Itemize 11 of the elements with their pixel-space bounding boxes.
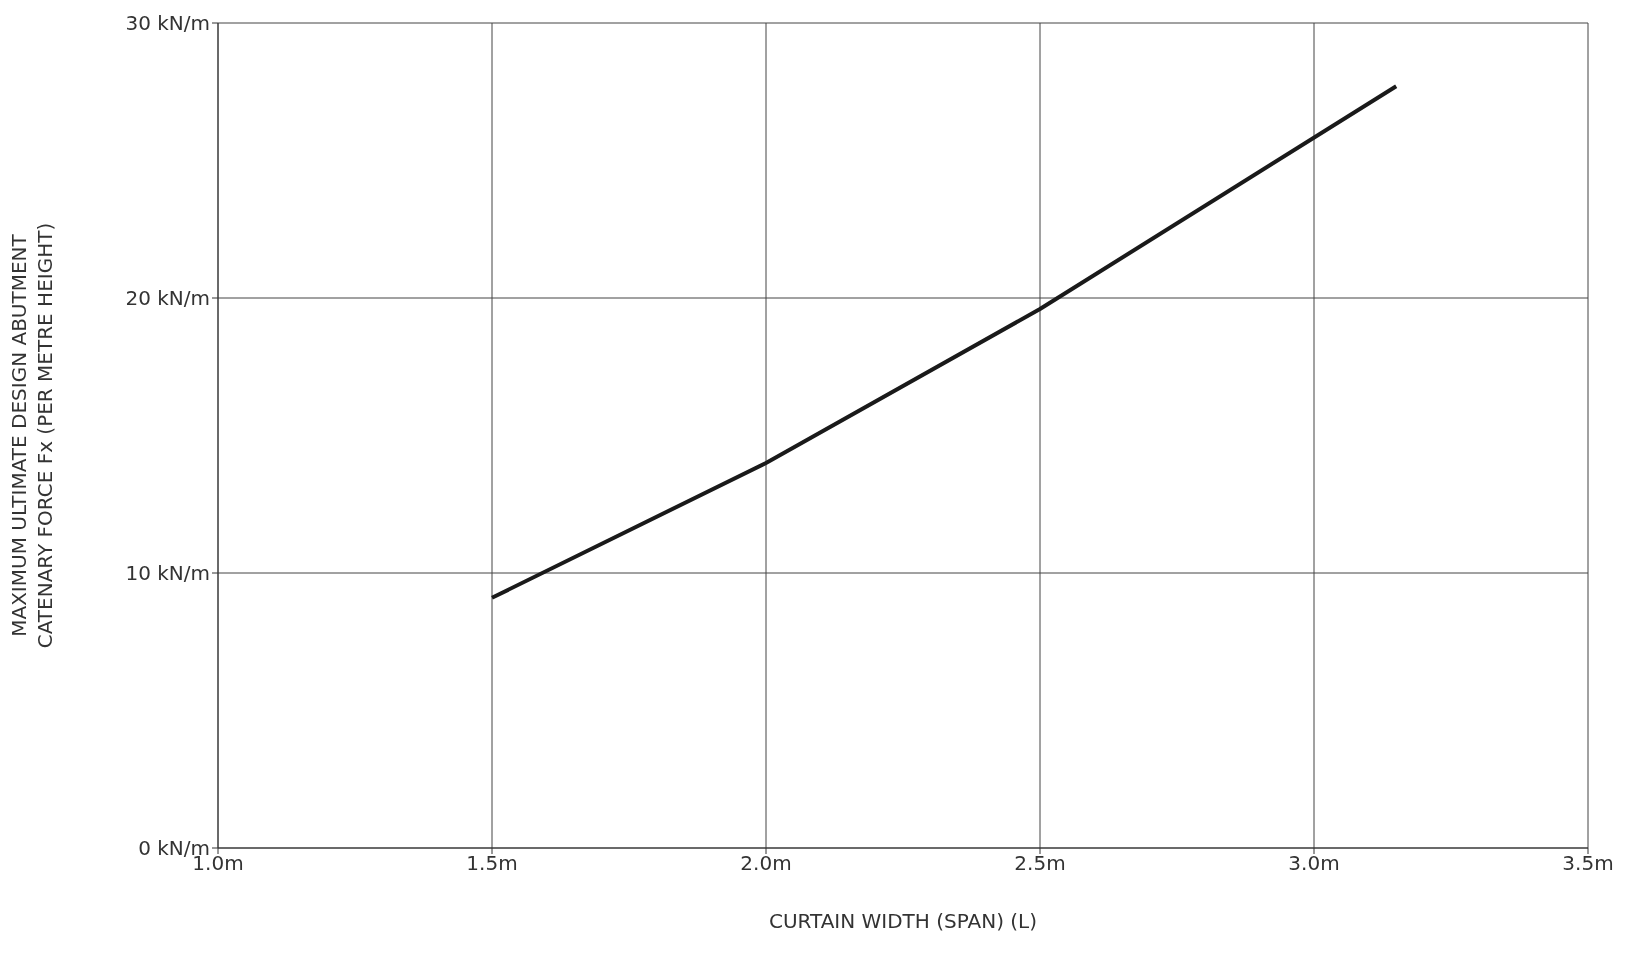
y-tick-label: 10 kN/m <box>125 561 210 586</box>
x-tick-label: 3.5m <box>1562 851 1614 876</box>
y-tick-label: 20 kN/m <box>125 286 210 311</box>
x-tick-label: 2.0m <box>740 851 792 876</box>
y-tick-label: 30 kN/m <box>125 11 210 36</box>
x-tick-label: 2.5m <box>1014 851 1066 876</box>
y-axis-title: MAXIMUM ULTIMATE DESIGN ABUTMENT CATENARY FORCE Fx (PER METRE HEIGHT) <box>7 222 57 649</box>
x-tick-label: 1.5m <box>466 851 518 876</box>
x-tick-label: 3.0m <box>1288 851 1340 876</box>
x-axis-title: CURTAIN WIDTH (SPAN) (L) <box>768 909 1038 933</box>
line-series <box>490 84 1399 600</box>
